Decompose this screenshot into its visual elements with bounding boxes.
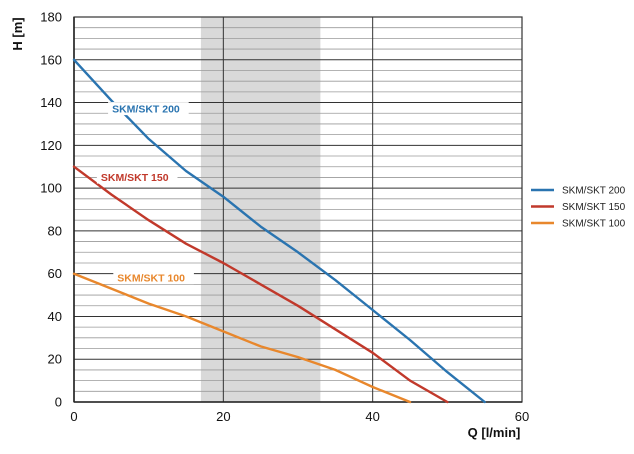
y-tick-label: 60 (48, 266, 62, 281)
legend-item-3: SKM/SKT 100 (531, 219, 626, 230)
y-tick-label: 80 (48, 223, 62, 238)
series-annotation-2: SKM/SKT 150 (96, 170, 178, 184)
annotation-text: SKM/SKT 100 (117, 273, 185, 285)
y-tick-label: 0 (55, 395, 62, 410)
y-tick-label: 100 (40, 181, 62, 196)
grid-layer (73, 16, 523, 403)
y-tick-label: 20 (48, 352, 62, 367)
annotation-text: SKM/SKT 200 (112, 104, 180, 116)
series-annotation-3: SKM/SKT 100 (113, 271, 194, 285)
x-tick-label: 60 (515, 409, 529, 424)
series-line-1 (72, 58, 486, 404)
series-annotation-1: SKM/SKT 200 (108, 102, 189, 116)
legend-label: SKM/SKT 200 (562, 186, 626, 197)
annotation-text: SKM/SKT 150 (101, 172, 169, 184)
series-annotation-layer: SKM/SKT 200 SKM/SKT 150 SKM/SKT 100 (96, 102, 194, 285)
y-axis-title: H [m] (10, 17, 25, 50)
legend-item-2: SKM/SKT 150 (531, 202, 626, 213)
y-tick-label: 140 (40, 95, 62, 110)
series-line-3 (72, 272, 412, 404)
series-layer (72, 58, 486, 404)
y-tick-label: 160 (40, 52, 62, 67)
legend: SKM/SKT 200 SKM/SKT 150 SKM/SKT 100 (531, 186, 626, 230)
legend-label: SKM/SKT 150 (562, 202, 626, 213)
x-tick-label: 0 (70, 409, 77, 424)
series-line-2 (72, 165, 449, 404)
y-tick-label: 180 (40, 10, 62, 25)
x-tick-label: 40 (365, 409, 379, 424)
x-tick-label: 20 (216, 409, 230, 424)
legend-label: SKM/SKT 100 (562, 219, 626, 230)
annotation-background (108, 102, 189, 116)
y-tick-label: 120 (40, 138, 62, 153)
tick-label-layer: 0 20 40 60 80 100 120 140 160 180 0 20 40 60 (40, 10, 529, 425)
y-tick-label: 40 (48, 309, 62, 324)
annotation-background (96, 170, 178, 184)
x-axis-title: Q [l/min] (468, 425, 521, 440)
annotation-background (113, 271, 194, 285)
legend-item-1: SKM/SKT 200 (531, 186, 626, 197)
